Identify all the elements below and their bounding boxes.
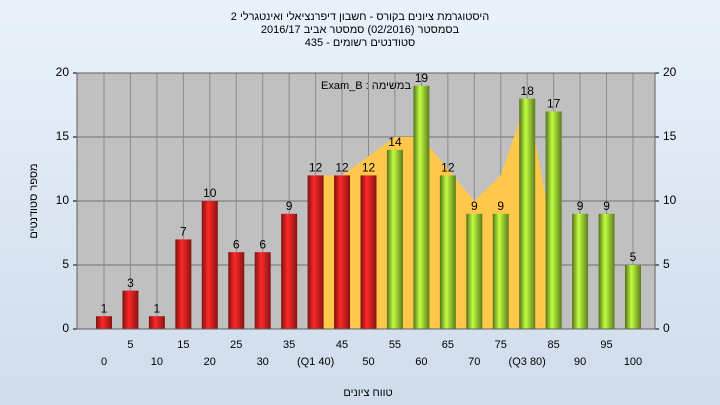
y-axis-label: מספר סטודנטים [28, 163, 40, 238]
y-tick-label: 10 [56, 193, 70, 207]
y-tick-label: 20 [56, 65, 70, 79]
value-label: 9 [603, 199, 610, 213]
y2-tick-label: 20 [663, 65, 677, 79]
x-tick-label: 70 [468, 356, 480, 368]
x-tick-label: (Q3 80) [509, 356, 546, 368]
bar [625, 265, 641, 329]
bar [148, 316, 165, 329]
bar [598, 213, 615, 329]
y-tick-label: 0 [62, 321, 69, 335]
bar [386, 149, 403, 329]
value-label: 9 [286, 199, 293, 213]
value-label: 12 [362, 161, 376, 175]
value-label: 6 [259, 237, 266, 251]
bar [466, 213, 483, 329]
value-label: 6 [233, 237, 240, 251]
chart-subtitle: סטודנטים רשומים - 435 [305, 37, 416, 49]
value-label: 9 [471, 199, 478, 213]
x-tick-label: 60 [415, 356, 427, 368]
bar [96, 316, 112, 329]
x-tick-label: 30 [257, 356, 269, 368]
x-tick-label: 45 [336, 339, 348, 351]
x-tick-label: 55 [389, 339, 401, 351]
bar [228, 252, 245, 329]
annotation: במשימה : Exam_B [321, 80, 411, 92]
y2-tick-label: 15 [663, 129, 677, 143]
plot-border [76, 72, 656, 330]
value-label: 10 [203, 186, 217, 200]
y2-tick-label: 0 [663, 321, 670, 335]
value-label: 3 [127, 276, 134, 290]
value-label: 12 [309, 161, 323, 175]
value-label: 17 [547, 97, 561, 111]
value-label: 9 [577, 199, 584, 213]
x-tick-label: 0 [101, 356, 107, 368]
x-tick-label: 10 [151, 356, 163, 368]
y2-tick-label: 5 [663, 257, 670, 271]
value-label: 14 [388, 135, 402, 149]
x-tick-label: 100 [624, 356, 642, 368]
bar [439, 175, 456, 329]
value-label: 12 [335, 161, 349, 175]
x-tick-label: (Q1 40) [297, 356, 334, 368]
x-tick-label: 15 [177, 339, 189, 351]
value-label: 12 [441, 161, 455, 175]
value-label: 18 [521, 84, 535, 98]
x-tick-label: 65 [442, 339, 454, 351]
bar [413, 85, 430, 329]
y-tick-label: 15 [56, 129, 70, 143]
bar [175, 239, 192, 329]
bar [334, 175, 351, 329]
x-tick-label: 5 [127, 339, 133, 351]
bar [201, 201, 218, 329]
x-tick-label: 25 [230, 339, 242, 351]
chart-subtitle: בסמסטר (02/2016) סמסטר אביב 2016/17 [261, 24, 460, 36]
bar [281, 213, 298, 329]
x-tick-label: 20 [204, 356, 216, 368]
value-label: 1 [101, 301, 108, 315]
value-label: 1 [154, 301, 161, 315]
bar [492, 213, 509, 329]
value-label: 19 [415, 71, 429, 85]
x-tick-label: 50 [362, 356, 374, 368]
x-tick-label: 90 [574, 356, 586, 368]
value-label: 7 [180, 225, 187, 239]
chart-title: היסטוגרמת ציונים בקורס - חשבון דיפרנציאל… [231, 10, 489, 23]
x-tick-label: 95 [600, 339, 612, 351]
bar [572, 213, 589, 329]
bar [519, 98, 536, 329]
bar [307, 175, 324, 329]
x-axis-label: טווח ציונים [343, 387, 392, 399]
bar [254, 252, 271, 329]
value-label: 9 [497, 199, 504, 213]
y2-tick-label: 10 [663, 193, 677, 207]
bar [122, 290, 139, 329]
bar [360, 175, 377, 329]
value-label: 5 [630, 250, 637, 264]
x-tick-label: 75 [495, 339, 507, 351]
y-tick-label: 5 [62, 257, 69, 271]
x-tick-label: 85 [548, 339, 560, 351]
x-tick-label: 35 [283, 339, 295, 351]
bar [545, 111, 562, 330]
